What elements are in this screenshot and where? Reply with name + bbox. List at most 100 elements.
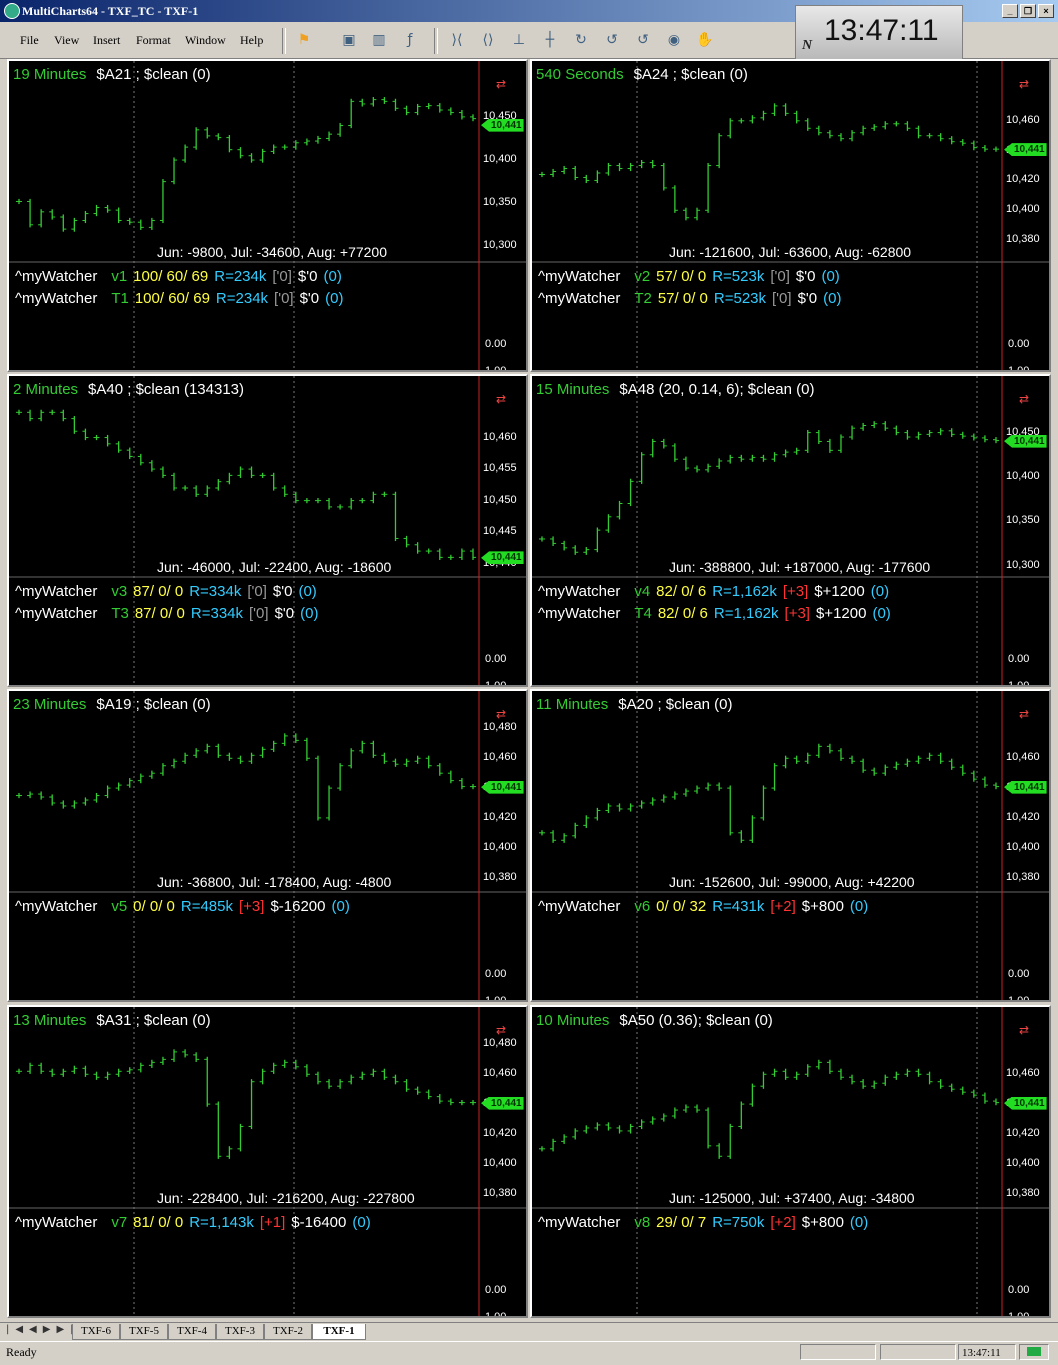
- chart-properties-icon[interactable]: ▥: [372, 32, 386, 48]
- chart-interval: 10 Minutes: [536, 1012, 610, 1029]
- chart-shortcut-icon[interactable]: ⇄: [1019, 1023, 1030, 1037]
- ohlc-bar: [292, 733, 299, 743]
- tab-txf-3[interactable]: TXF-3: [216, 1324, 264, 1340]
- tab-txf-1[interactable]: TXF-1: [312, 1324, 366, 1340]
- ohlc-bar: [204, 743, 211, 754]
- chart-shortcut-icon[interactable]: ⇄: [1019, 707, 1030, 721]
- tab-txf-6[interactable]: TXF-6: [72, 1324, 120, 1340]
- ohlc-bar: [649, 159, 656, 169]
- watcher-d: $'0: [795, 268, 816, 285]
- ohlc-bar: [82, 210, 89, 224]
- watcher-d: $'0: [274, 605, 295, 622]
- ohlc-bar: [893, 425, 900, 436]
- ohlc-bar: [860, 422, 867, 431]
- ohlc-bar: [303, 1064, 310, 1077]
- ohlc-bar: [948, 136, 955, 145]
- tab-txf-5[interactable]: TXF-5: [120, 1324, 168, 1340]
- crosshair-icon[interactable]: ┼: [545, 32, 555, 48]
- ohlc-bar: [458, 1100, 465, 1106]
- ohlc-bar: [583, 815, 590, 828]
- formula-icon[interactable]: ƒ: [407, 32, 413, 48]
- chart-pane-1[interactable]: 19 Minutes $A21 ; $clean (0) ⇄ 10,450 10,400…: [7, 59, 528, 372]
- redo-icon[interactable]: ↺: [637, 32, 649, 48]
- ohlc-bar: [727, 1123, 734, 1159]
- tab-txf-4[interactable]: TXF-4: [168, 1324, 216, 1340]
- ohlc-bar: [915, 755, 922, 764]
- restore-button[interactable]: ❐: [1020, 4, 1036, 18]
- chart-pane-2[interactable]: 540 Seconds $A24 ; $clean (0) ⇄ 10,460 10,44…: [530, 59, 1051, 372]
- tab-txf-2[interactable]: TXF-2: [264, 1324, 312, 1340]
- watcher-r: R=1,162k: [712, 583, 777, 600]
- price-chart[interactable]: [9, 691, 528, 1002]
- ohlc-bar: [849, 425, 856, 440]
- zoom-out-icon[interactable]: ⟨⟩: [482, 32, 494, 48]
- ohlc-bar: [826, 130, 833, 139]
- y-axis-label: 10,380: [1006, 1186, 1040, 1199]
- ohlc-bar: [270, 1062, 277, 1074]
- ohlc-bar: [705, 782, 712, 791]
- ohlc-bar: [27, 1062, 34, 1074]
- menu-file[interactable]: File: [20, 33, 39, 47]
- flag-icon[interactable]: ⚑: [297, 32, 311, 48]
- hand-icon[interactable]: ✋: [696, 32, 714, 48]
- chart-shortcut-icon[interactable]: ⇄: [1019, 77, 1030, 91]
- save-icon[interactable]: ▣: [342, 32, 356, 48]
- price-chart[interactable]: [9, 61, 528, 372]
- ohlc-bar: [594, 170, 601, 184]
- chart-pane-4[interactable]: 15 Minutes $A48 (20, 0.14, 6); $clean (0)…: [530, 374, 1051, 687]
- price-chart[interactable]: [532, 61, 1051, 372]
- chart-pane-3[interactable]: 2 Minutes $A40 ; $clean (134313) ⇄ 10,460 10…: [7, 374, 528, 687]
- chart-pane-6[interactable]: 11 Minutes$A20 ; $clean (0)⇄10,46010,440…: [530, 689, 1051, 1002]
- close-button[interactable]: ×: [1038, 4, 1054, 18]
- minimize-button[interactable]: _: [1002, 4, 1018, 18]
- chart-interval: 2 Minutes: [13, 381, 79, 398]
- ohlc-bar: [370, 97, 377, 107]
- ohlc-bar: [583, 547, 590, 555]
- ohlc-bar: [904, 430, 911, 440]
- y-axis-label: 10,460: [483, 1067, 517, 1080]
- price-chart[interactable]: [9, 376, 528, 687]
- menu-format[interactable]: Format: [136, 33, 171, 47]
- price-chart[interactable]: [9, 1007, 528, 1318]
- chart-shortcut-icon[interactable]: ⇄: [496, 1023, 507, 1037]
- chart-shortcut-icon[interactable]: ⇄: [496, 392, 507, 406]
- price-chart[interactable]: [532, 376, 1051, 687]
- chart-pane-5[interactable]: 23 Minutes $A19 ; $clean (0) ⇄ 10,480 10,460…: [7, 689, 528, 1002]
- ohlc-bar: [237, 466, 244, 478]
- ohlc-bar: [337, 1079, 344, 1089]
- hide-icon[interactable]: ◉: [667, 32, 681, 48]
- indicator-axis-label: 1.00: [485, 1311, 507, 1318]
- ohlc-bar: [815, 430, 822, 445]
- ohlc-bar: [281, 144, 288, 150]
- price-chart[interactable]: [532, 1007, 1051, 1318]
- chart-pane-8[interactable]: 10 Minutes $A50 (0.36); $clean (0) ⇄ 10,460…: [530, 1005, 1051, 1318]
- watcher-p: (0): [821, 268, 840, 285]
- ohlc-bar: [915, 431, 922, 440]
- last-price-tag: 10,441: [1004, 1096, 1047, 1110]
- chart-pane-7[interactable]: 13 Minutes $A31 ; $clean (0) ⇄ 10,480 10,460…: [7, 1005, 528, 1318]
- ohlc-bar: [182, 1049, 189, 1058]
- ohlc-bar: [281, 1059, 288, 1068]
- chart-shortcut-icon[interactable]: ⇄: [1019, 392, 1030, 406]
- cursor-icon[interactable]: ⊥: [512, 32, 526, 48]
- refresh-icon[interactable]: ↻: [575, 32, 587, 48]
- chart-shortcut-icon[interactable]: ⇄: [496, 707, 507, 721]
- zoom-in-icon[interactable]: ⟩⟨: [451, 32, 463, 48]
- ohlc-bar: [716, 133, 723, 169]
- menu-help[interactable]: Help: [240, 33, 264, 47]
- menu-view[interactable]: View: [54, 33, 80, 47]
- ohlc-bar: [326, 785, 333, 821]
- ohlc-bar: [270, 144, 277, 155]
- ohlc-bar: [705, 162, 712, 213]
- ohlc-bar: [849, 1074, 856, 1085]
- price-chart[interactable]: [532, 691, 1051, 1002]
- ohlc-bar: [348, 1074, 355, 1085]
- menu-window[interactable]: Window: [185, 33, 226, 47]
- undo-icon[interactable]: ↺: [606, 32, 618, 48]
- tab-nav-buttons[interactable]: |◀◀▶▶|: [6, 1324, 80, 1335]
- ohlc-bar: [447, 1098, 454, 1106]
- y-axis-label: 10,460: [1006, 113, 1040, 126]
- chart-shortcut-icon[interactable]: ⇄: [496, 77, 507, 91]
- menu-insert[interactable]: Insert: [93, 33, 121, 47]
- ohlc-bar: [436, 548, 443, 560]
